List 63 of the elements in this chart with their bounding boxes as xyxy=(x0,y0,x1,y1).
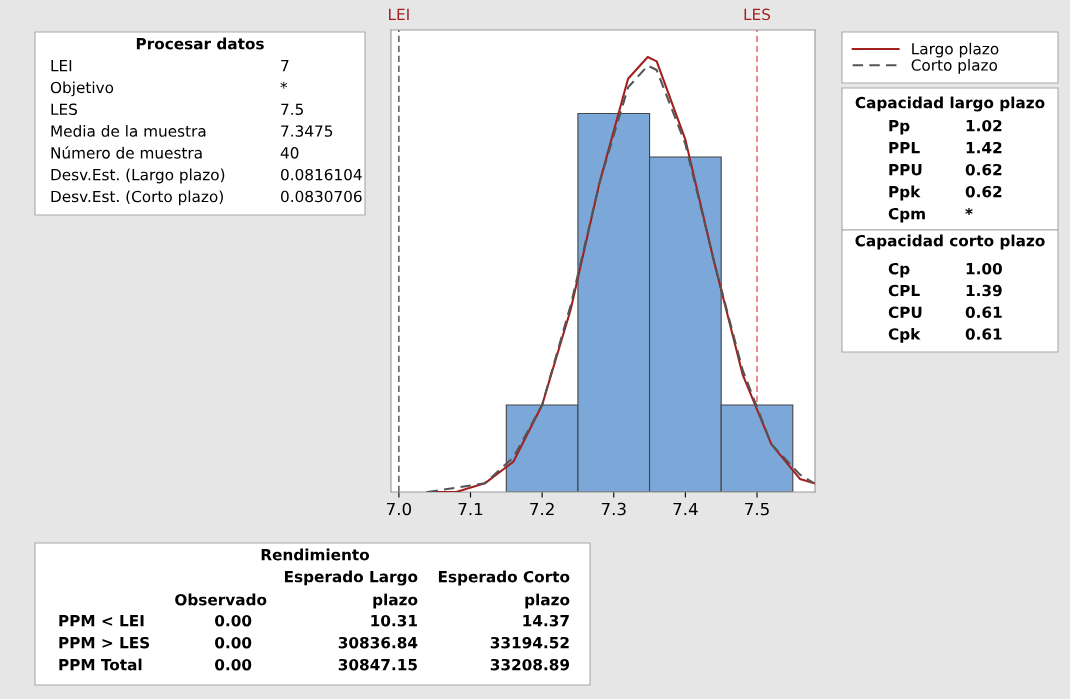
text: Esperado Largo xyxy=(284,570,418,586)
x-tick-label: 7.3 xyxy=(601,502,626,516)
text: 30847.15 xyxy=(338,658,417,671)
text: * xyxy=(965,207,973,215)
text: 1.39 xyxy=(966,284,1002,297)
text: Capacidad corto plazo xyxy=(855,234,1045,250)
text: Cpk xyxy=(888,328,921,343)
text: Objetivo xyxy=(50,81,114,97)
text: 0.0816104 xyxy=(281,168,362,181)
text: PPM Total xyxy=(59,658,142,671)
text: 33208.89 xyxy=(490,658,570,671)
text: 40 xyxy=(280,147,299,159)
text: 0.00 xyxy=(215,636,252,649)
legend-label: Largo plazo xyxy=(912,42,999,58)
ref-line-label: LEI xyxy=(389,8,409,20)
text: 7.5 xyxy=(281,103,303,116)
text: Desv.Est. (Largo plazo) xyxy=(51,168,225,184)
text: LEI xyxy=(51,60,72,72)
x-tick-label: 7.2 xyxy=(530,502,554,516)
text: PPL xyxy=(889,142,920,154)
x-tick-label: 7.4 xyxy=(673,502,698,516)
ref-line-label: LES xyxy=(744,8,771,21)
text: PPU xyxy=(889,164,922,176)
text: Ppk xyxy=(889,185,921,201)
text: Media de la muestra xyxy=(51,125,206,137)
x-tick-label: 7.0 xyxy=(386,502,412,516)
text: Cpm xyxy=(888,207,925,223)
text: PPM > LES xyxy=(59,636,150,649)
text: Desv.Est. (Corto plazo) xyxy=(51,190,223,206)
text: 0.00 xyxy=(215,658,252,671)
text: 0.00 xyxy=(215,614,252,627)
text: 0.62 xyxy=(965,185,1002,198)
text: Cp xyxy=(888,262,910,278)
text: 30836.84 xyxy=(338,636,418,649)
text: 7 xyxy=(281,60,289,72)
text: Rendimiento xyxy=(261,548,370,561)
text: 0.61 xyxy=(965,306,1002,319)
text: 33194.52 xyxy=(490,636,569,649)
text: Pp xyxy=(889,120,910,135)
text: 0.62 xyxy=(965,163,1002,176)
text: Capacidad largo plazo xyxy=(855,96,1045,112)
text: Observado xyxy=(175,593,267,606)
legend-label: Corto plazo xyxy=(911,59,998,74)
text: 1.02 xyxy=(966,119,1002,132)
text: 1.00 xyxy=(966,262,1002,275)
text: CPL xyxy=(888,284,920,297)
text: 0.61 xyxy=(965,328,1002,340)
text: 0.0830706 xyxy=(281,190,362,203)
text: PPM < LEI xyxy=(59,615,144,627)
text: LES xyxy=(51,103,78,116)
text: plazo xyxy=(525,593,570,609)
text: 10.31 xyxy=(371,614,417,627)
text: 7.3475 xyxy=(281,125,333,137)
text: plazo xyxy=(373,593,418,609)
x-tick-label: 7.1 xyxy=(458,502,483,516)
text: CPU xyxy=(888,306,922,319)
text: Número de muestra xyxy=(51,146,202,159)
text: Procesar datos xyxy=(136,37,264,50)
text: 1.42 xyxy=(966,141,1002,154)
text: * xyxy=(280,81,288,89)
x-tick-label: 7.5 xyxy=(745,502,769,516)
text: 14.37 xyxy=(523,614,569,627)
text: Esperado Corto xyxy=(438,570,570,586)
